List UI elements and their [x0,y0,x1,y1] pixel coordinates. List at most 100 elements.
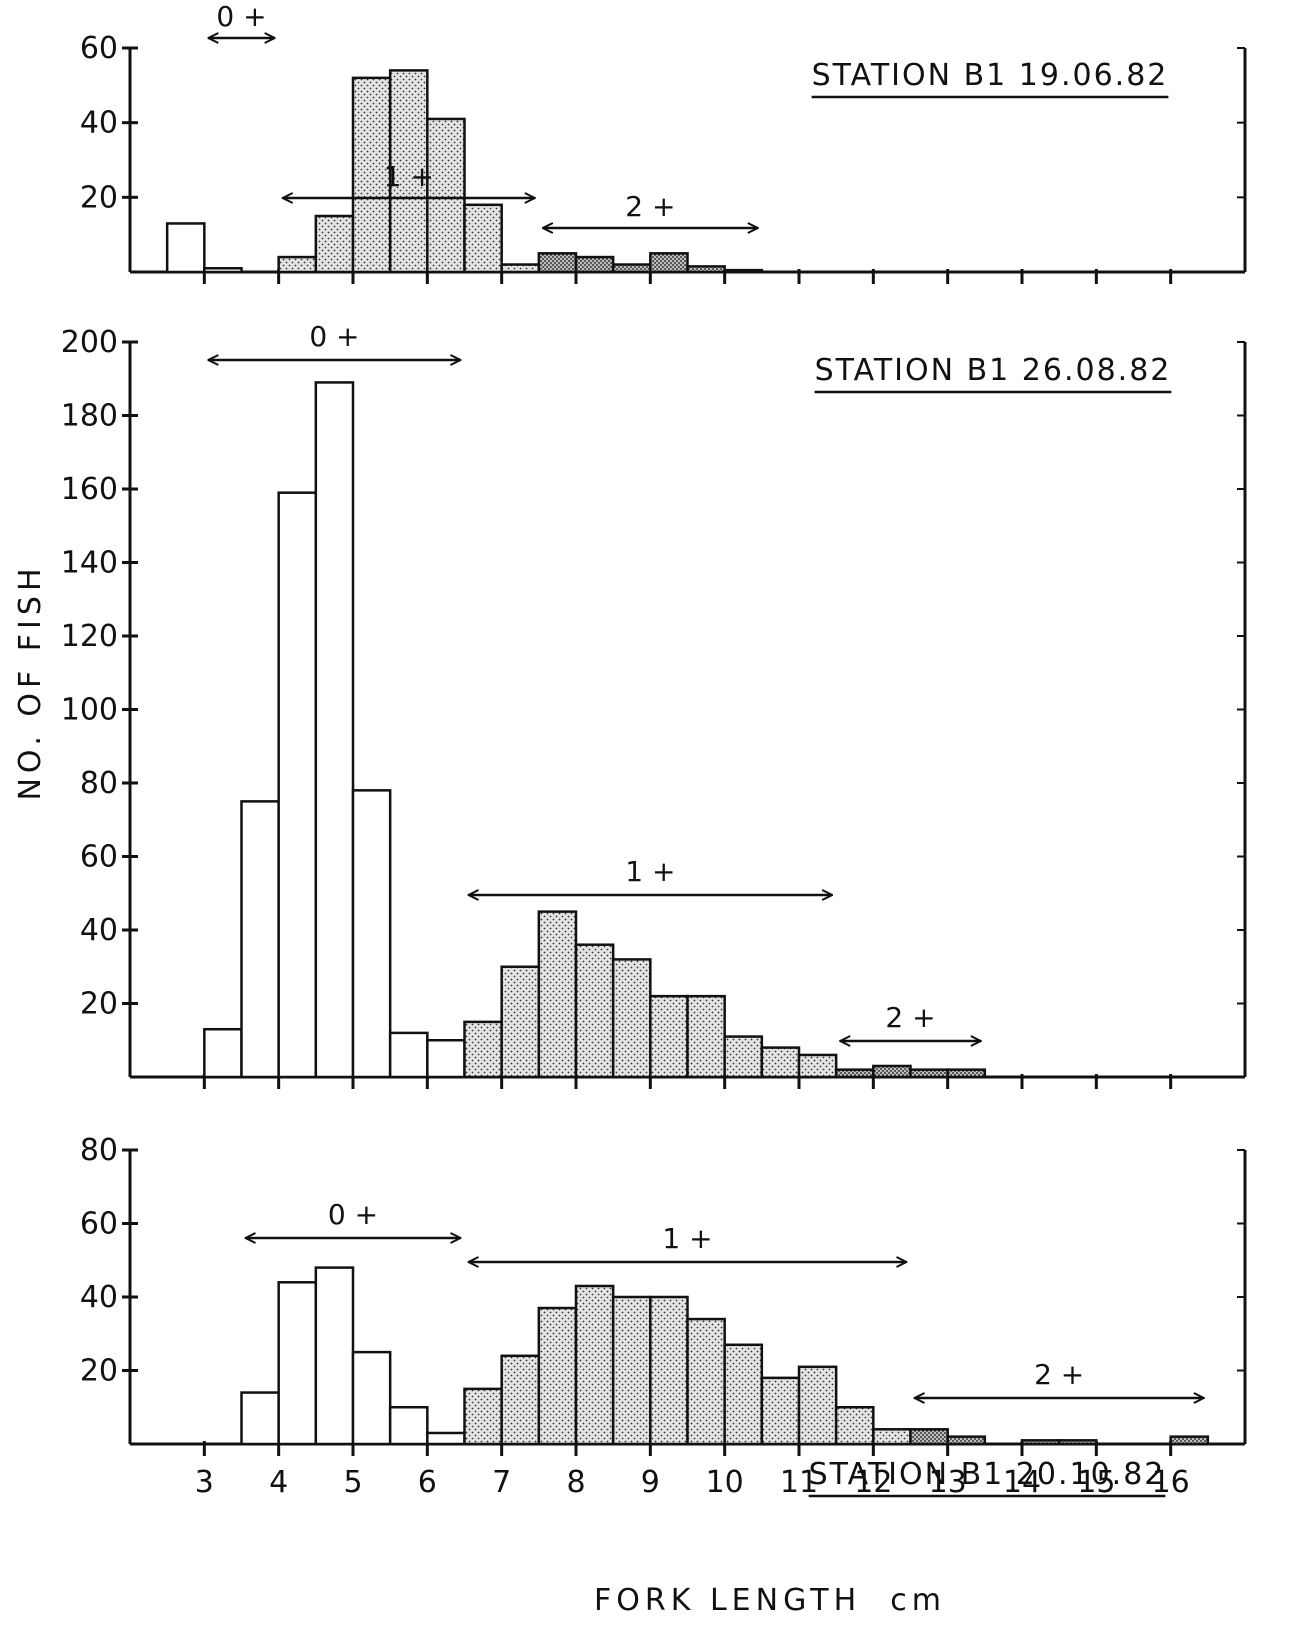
bar-0plus [277,1281,318,1446]
bar-0plus [165,222,206,274]
bar-0plus [314,381,355,1079]
bar-2plus [723,268,764,274]
y-tick-label: 120 [61,619,118,654]
bar-1plus [463,1020,503,1079]
bar-0plus [203,1027,243,1079]
station-title: STATION B1 19.06.82 [812,58,1169,93]
x-axis-title: FORK LENGTH cm [594,1583,946,1618]
bar-0plus [240,800,280,1079]
y-tick-label: 40 [80,913,118,948]
bar-0plus [388,1031,429,1079]
bar-1plus [574,1284,615,1446]
bar-2plus [909,1428,949,1446]
x-tick-label: 13 [929,1465,967,1500]
bar-0plus [203,267,243,274]
bar-2plus [1020,1439,1061,1446]
bar-1plus [611,958,652,1079]
bar-1plus [463,203,503,274]
bar-0plus [351,1350,392,1446]
bar-1plus [537,910,578,1079]
bar-1plus [649,994,689,1079]
y-tick-label: 40 [80,1280,118,1315]
bar-1plus [426,117,466,274]
y-tick-label: 60 [80,1207,118,1242]
bar-1plus [500,1354,541,1446]
x-tick-label: 15 [1077,1465,1115,1500]
station-title: STATION B1 26.08.82 [815,353,1172,388]
bar-0plus [351,789,392,1079]
x-tick-label: 8 [566,1465,585,1500]
x-tick-label: 11 [780,1465,818,1500]
bar-2plus [1057,1439,1098,1446]
bar-0plus [388,1406,429,1446]
x-tick-label: 3 [195,1465,214,1500]
panel-1: 20 40 60 80 100 120 140 160 180 200 0 + 1 + 2 + STATI… [61,320,1247,1089]
x-tick-label: 7 [492,1465,511,1500]
bar-1plus [611,1295,652,1446]
bar-1plus [351,76,392,274]
age-group-label: 2 + [885,1001,935,1034]
bar-1plus [500,965,541,1079]
bar-1plus [723,1343,764,1446]
y-tick-label: 180 [61,399,118,434]
age-group-label: 1 + [662,1222,712,1255]
y-tick-label: 160 [61,472,118,507]
bar-2plus [946,1068,987,1079]
bar-2plus [574,255,615,274]
age-group-label: 2 + [1034,1358,1084,1391]
panel-0: 20 40 60 0 + 1 + 2 + STATION B1 19.06.82 [80,0,1247,284]
panel-2: 20 40 60 80 3 4 5 6 7 8 9 10 11 12 13 14 15 16 0 + 1 + 2 + ST… [80,1133,1247,1500]
y-tick-label: 100 [61,693,118,728]
y-tick-label: 140 [61,546,118,581]
station-title: STATION B1 20.10.82 [809,1457,1166,1492]
bar-1plus [463,1387,503,1446]
bar-2plus [649,252,689,274]
bar-0plus [277,491,318,1079]
bar-1plus [574,943,615,1079]
bar-2plus [946,1435,987,1446]
y-tick-label: 20 [80,1354,118,1389]
x-tick-label: 16 [1152,1465,1190,1500]
bar-1plus [277,255,318,274]
y-tick-label: 20 [80,987,118,1022]
y-tick-label: 60 [80,31,118,66]
bar-1plus [686,1317,726,1446]
y-tick-label: 20 [80,180,118,215]
bar-1plus [760,1376,801,1446]
bar-2plus [537,252,578,274]
bar-2plus [872,1064,912,1079]
bar-2plus [611,263,652,274]
x-tick-label: 9 [641,1465,660,1500]
bar-1plus [537,1306,578,1446]
bar-0plus [314,1266,355,1446]
bar-0plus [240,1391,280,1446]
y-axis-title: NO. OF FISH [13,563,48,800]
bar-1plus [723,1035,764,1079]
bar-0plus [426,1039,466,1079]
bar-1plus [797,1365,838,1446]
x-tick-label: 6 [418,1465,437,1500]
age-group-label: 1 + [625,855,675,888]
bar-2plus [834,1068,875,1079]
age-group-label: 0 + [309,320,359,353]
bar-1plus [834,1406,875,1446]
y-tick-label: 80 [80,1133,118,1168]
y-tick-label: 40 [80,106,118,141]
bar-2plus [909,1068,949,1079]
age-group-label: 1 + [384,160,434,193]
age-group-label: 0 + [328,1198,378,1231]
y-tick-label: 200 [61,325,118,360]
x-tick-label: 5 [343,1465,362,1500]
x-tick-label: 12 [854,1465,892,1500]
bar-2plus [1169,1435,1210,1446]
bar-2plus [686,265,726,274]
x-tick-label: 4 [269,1465,288,1500]
x-tick-label: 14 [1003,1465,1041,1500]
y-tick-label: 60 [80,840,118,875]
x-tick-label: 10 [706,1465,744,1500]
bar-1plus [649,1295,689,1446]
y-tick-label: 80 [80,766,118,801]
age-group-label: 0 + [216,0,266,33]
bar-1plus [760,1046,801,1079]
